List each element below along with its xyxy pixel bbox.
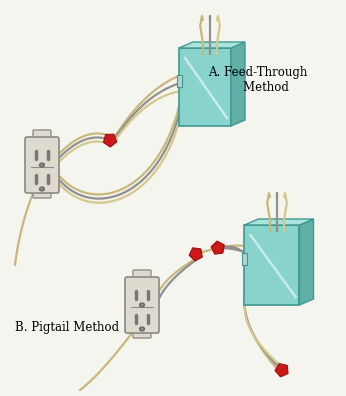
Ellipse shape [139,327,145,331]
Polygon shape [179,42,245,48]
FancyBboxPatch shape [33,186,51,198]
Text: B. Pigtail Method: B. Pigtail Method [15,322,119,335]
Polygon shape [300,219,313,305]
Text: A. Feed-Through
    Method: A. Feed-Through Method [208,66,308,94]
Polygon shape [245,219,313,225]
Ellipse shape [139,303,145,307]
Polygon shape [245,225,300,305]
Ellipse shape [39,187,45,191]
FancyBboxPatch shape [177,75,182,87]
FancyBboxPatch shape [125,277,159,333]
FancyBboxPatch shape [243,253,247,265]
Ellipse shape [39,163,45,167]
FancyBboxPatch shape [25,137,59,193]
Polygon shape [231,42,245,126]
Polygon shape [179,48,231,126]
FancyBboxPatch shape [133,326,151,338]
FancyBboxPatch shape [33,130,51,142]
FancyBboxPatch shape [133,270,151,282]
